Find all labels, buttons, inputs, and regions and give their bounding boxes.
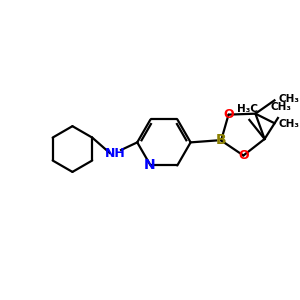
- Text: CH₃: CH₃: [278, 119, 299, 129]
- Text: NH: NH: [105, 147, 126, 160]
- Text: CH₃: CH₃: [278, 94, 299, 104]
- Text: CH₃: CH₃: [270, 102, 291, 112]
- Text: O: O: [223, 108, 234, 121]
- Text: B: B: [216, 134, 226, 148]
- Text: H₃C: H₃C: [237, 104, 258, 114]
- Text: O: O: [238, 149, 249, 162]
- Text: N: N: [144, 158, 155, 172]
